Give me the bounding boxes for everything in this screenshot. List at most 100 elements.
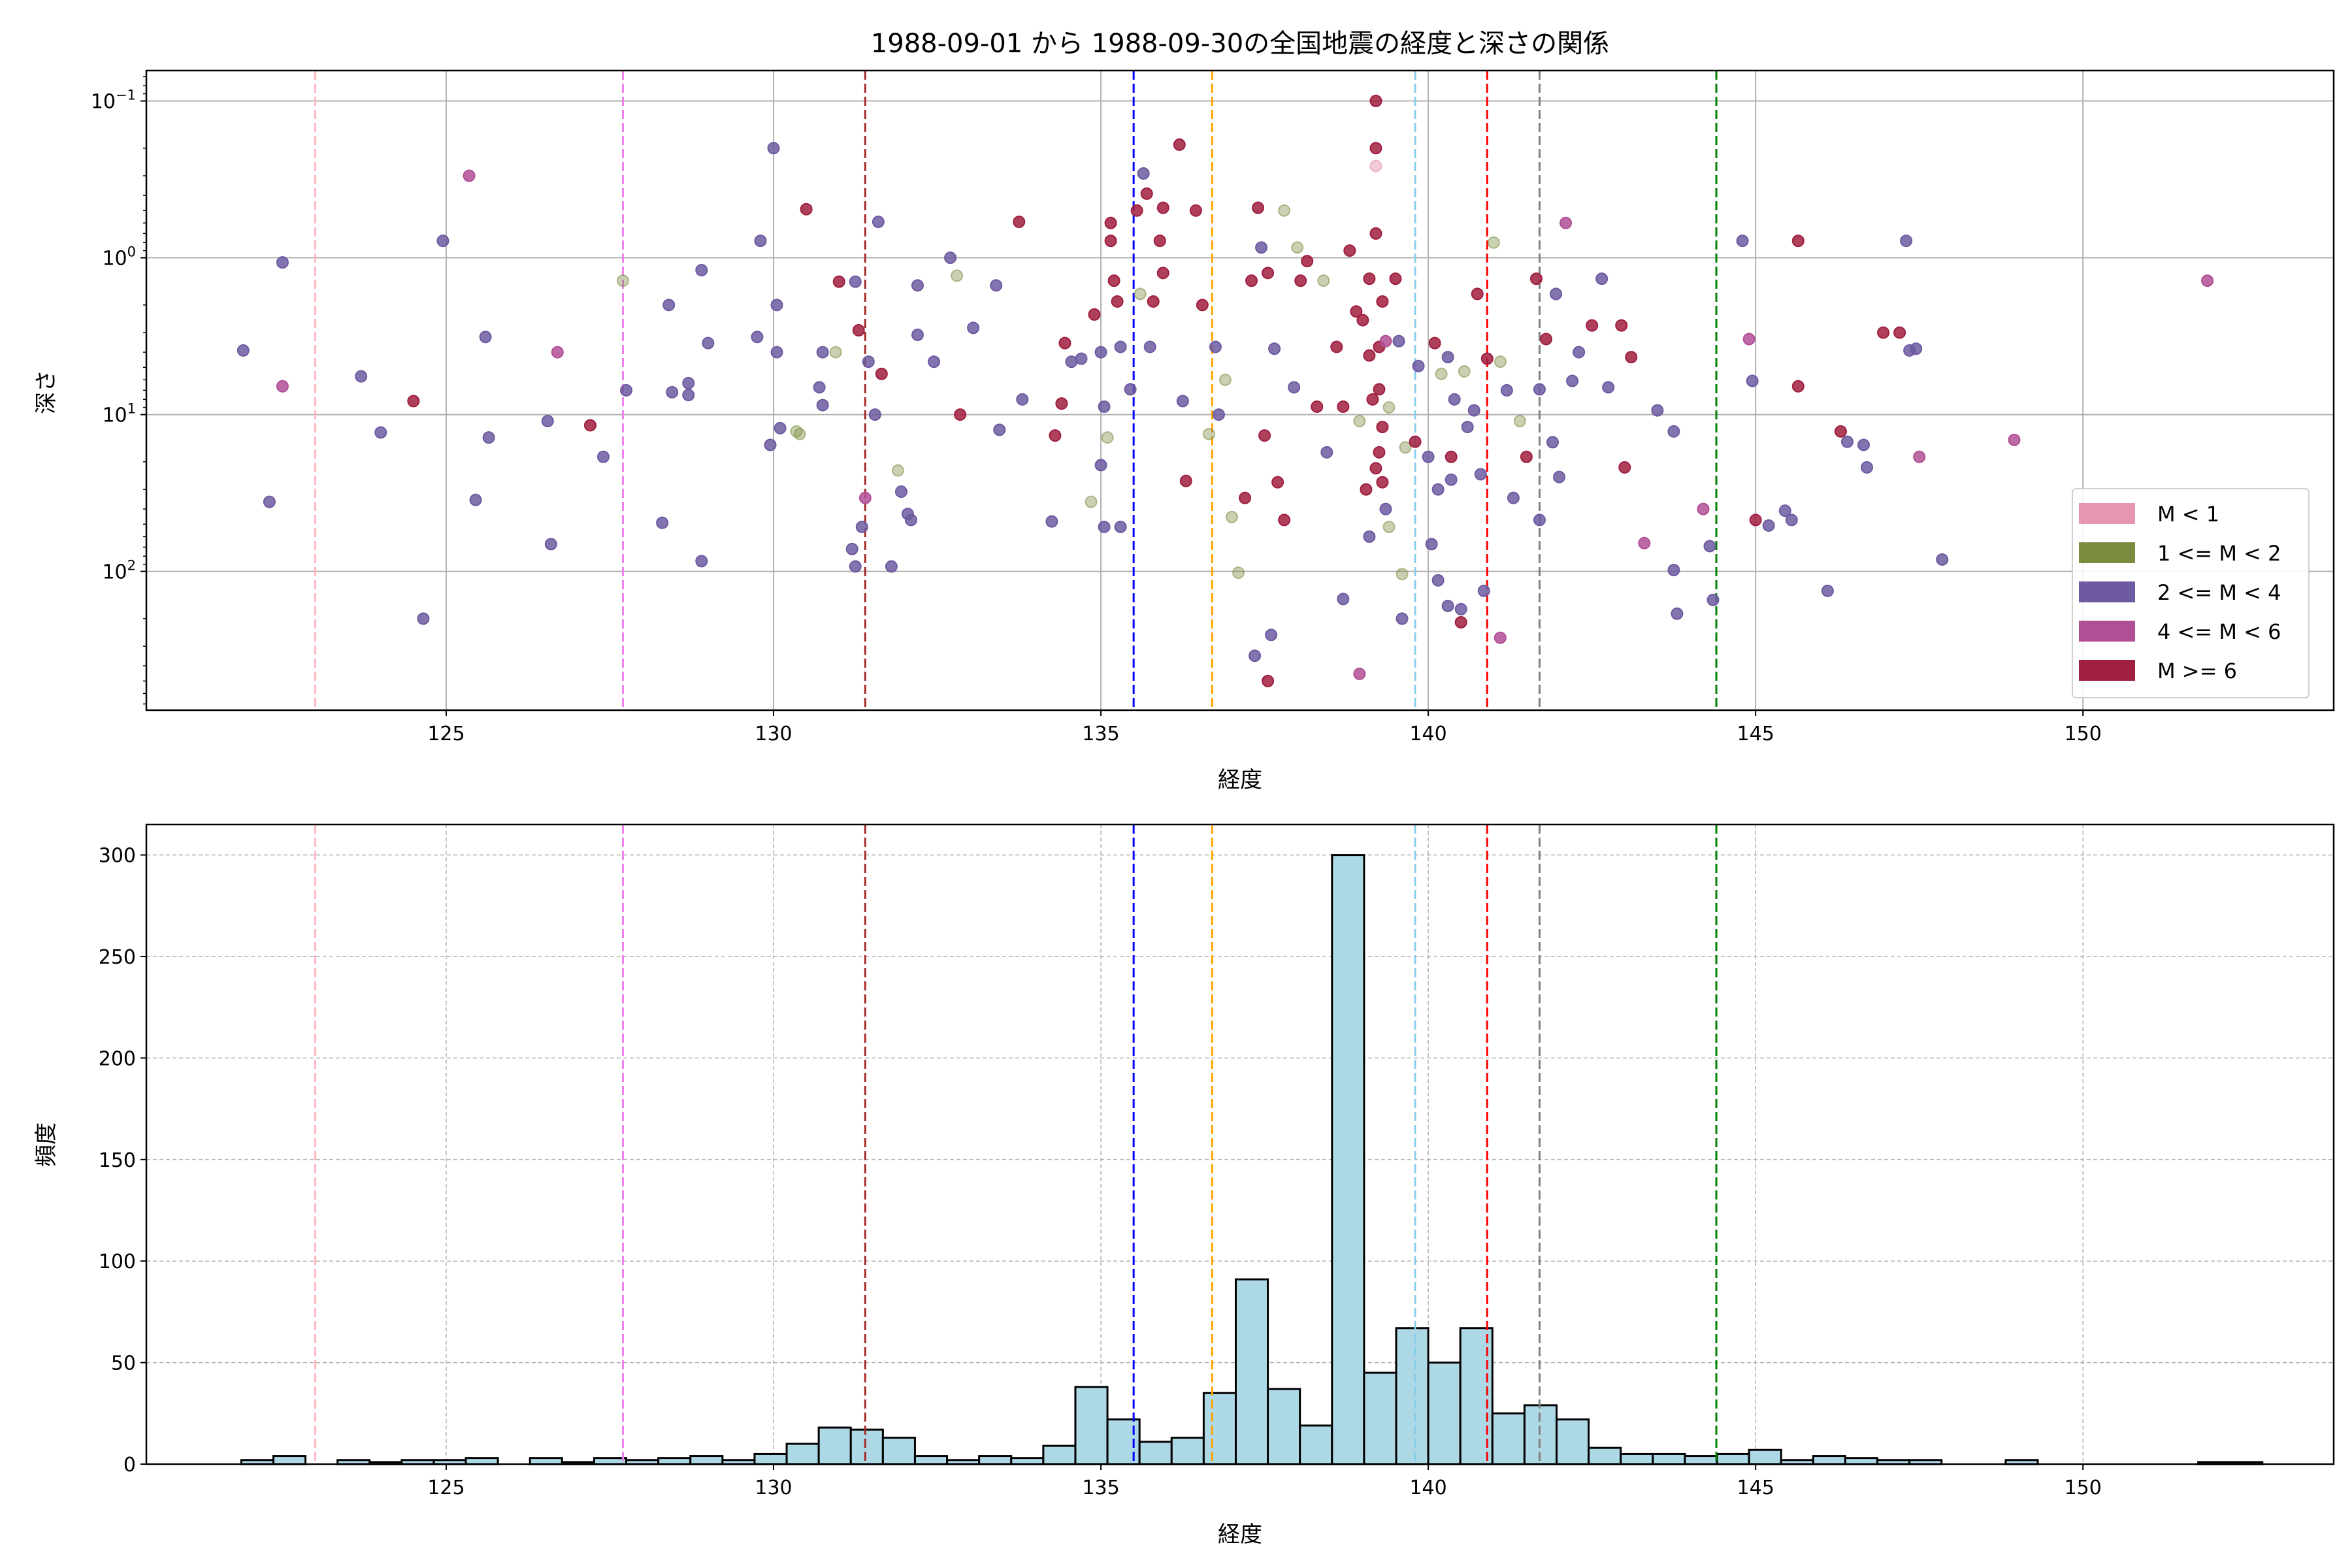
scatter-point bbox=[1294, 274, 1307, 287]
scatter-point bbox=[1369, 227, 1382, 240]
scatter-point bbox=[1595, 272, 1609, 286]
scatter-point bbox=[1218, 373, 1232, 386]
histogram-bar bbox=[1427, 1362, 1462, 1465]
scatter-point bbox=[1049, 429, 1062, 442]
y-tick-label: 200 bbox=[99, 1047, 136, 1070]
scatter-point bbox=[813, 381, 826, 394]
scatter-point bbox=[1140, 187, 1153, 200]
scatter-point bbox=[1520, 450, 1533, 463]
legend: M < 1 1 <= M < 2 2 <= M < 4 4 <= M < 6 M >= … bbox=[2072, 488, 2310, 698]
legend-label: 2 <= M < 4 bbox=[2157, 580, 2281, 605]
histogram-bar bbox=[978, 1455, 1013, 1465]
scatter-point bbox=[1288, 381, 1301, 394]
scatter-point bbox=[276, 256, 289, 269]
scatter-point bbox=[1477, 584, 1490, 597]
y-tick-label: 102 bbox=[102, 558, 136, 584]
scatter-point bbox=[862, 355, 875, 368]
scatter-x-label: 経度 bbox=[1218, 767, 1262, 793]
scatter-point bbox=[816, 399, 829, 412]
scatter-point bbox=[1353, 667, 1366, 680]
scatter-point bbox=[1196, 299, 1209, 312]
y-tick-label: 250 bbox=[99, 946, 136, 969]
x-tick-label: 140 bbox=[1409, 1477, 1446, 1499]
y-tick-label: 101 bbox=[102, 401, 136, 427]
scatter-point bbox=[1114, 520, 1127, 533]
scatter-point bbox=[355, 370, 368, 383]
scatter-point bbox=[1301, 255, 1314, 268]
scatter-point bbox=[967, 321, 980, 335]
scatter-point bbox=[1202, 427, 1215, 440]
scatter-point bbox=[1480, 352, 1494, 365]
scatter-point bbox=[1553, 470, 1566, 483]
x-tick-label: 135 bbox=[1082, 1477, 1119, 1499]
y-tick-exponent: 1 bbox=[127, 401, 136, 417]
scatter-point bbox=[1147, 295, 1160, 308]
scatter-point bbox=[1265, 629, 1278, 642]
scatter-point bbox=[702, 336, 715, 350]
scatter-point bbox=[829, 346, 842, 359]
scatter-point bbox=[1098, 400, 1111, 413]
legend-label: 1 <= M < 2 bbox=[2157, 541, 2281, 566]
scatter-point bbox=[1350, 305, 1363, 318]
scatter-point bbox=[849, 275, 862, 288]
scatter-point bbox=[1369, 462, 1382, 475]
scatter-point bbox=[1173, 138, 1186, 151]
scatter-point bbox=[1454, 602, 1467, 615]
scatter-point bbox=[662, 299, 676, 312]
scatter-point bbox=[1189, 204, 1202, 217]
y-tick-base: 10 bbox=[91, 91, 116, 114]
scatter-point bbox=[1602, 381, 1615, 394]
scatter-point bbox=[1785, 514, 1798, 527]
histogram-bar bbox=[1716, 1452, 1750, 1465]
x-tick-label: 125 bbox=[427, 723, 465, 745]
scatter-point bbox=[1893, 326, 1906, 339]
scatter-point bbox=[1566, 374, 1579, 387]
scatter-point bbox=[1857, 438, 1870, 451]
histogram-bar bbox=[689, 1455, 724, 1465]
scatter-point bbox=[1615, 319, 1628, 332]
scatter-point bbox=[1533, 514, 1546, 527]
scatter-point bbox=[1625, 351, 1638, 364]
scatter-y-label: 深さ bbox=[33, 370, 59, 414]
scatter-point bbox=[1045, 515, 1058, 528]
scatter-point bbox=[852, 324, 865, 337]
scatter-point bbox=[1376, 421, 1389, 434]
scatter-point bbox=[1445, 450, 1458, 463]
scatter-point bbox=[1075, 352, 1088, 365]
scatter-point bbox=[1454, 615, 1467, 629]
histogram-bar bbox=[465, 1457, 499, 1465]
y-tick-base: 10 bbox=[102, 404, 127, 427]
scatter-point bbox=[1363, 349, 1376, 362]
scatter-point bbox=[374, 426, 387, 439]
histogram-bar bbox=[657, 1457, 692, 1465]
histogram-bar bbox=[1588, 1446, 1622, 1465]
y-tick-base: 10 bbox=[102, 248, 127, 270]
scatter-point bbox=[858, 491, 872, 504]
histogram-bar bbox=[913, 1455, 949, 1465]
histogram-bar bbox=[1010, 1457, 1045, 1465]
scatter-point bbox=[1258, 429, 1271, 442]
scatter-point bbox=[1337, 593, 1350, 606]
scatter-point bbox=[767, 142, 780, 155]
scatter-point bbox=[816, 346, 829, 359]
scatter-point bbox=[1225, 510, 1238, 523]
scatter-point bbox=[1330, 340, 1343, 353]
histogram-bar bbox=[785, 1443, 820, 1465]
scatter-point bbox=[1013, 216, 1026, 229]
scatter-point bbox=[1058, 336, 1071, 350]
scatter-point bbox=[1363, 272, 1376, 286]
scatter-point bbox=[1104, 216, 1117, 229]
scatter-point bbox=[1778, 504, 1791, 517]
histogram-bar bbox=[593, 1457, 628, 1465]
x-tick-label: 140 bbox=[1409, 723, 1446, 745]
scatter-point bbox=[1232, 566, 1245, 580]
scatter-point bbox=[1376, 476, 1389, 489]
scatter-point bbox=[263, 495, 276, 508]
scatter-point bbox=[868, 408, 881, 421]
x-tick-label: 145 bbox=[1737, 723, 1774, 745]
y-tick-label: 0 bbox=[123, 1454, 136, 1477]
scatter-point bbox=[1425, 538, 1438, 551]
scatter-point bbox=[1834, 425, 1847, 438]
histogram-bar bbox=[1748, 1448, 1782, 1465]
